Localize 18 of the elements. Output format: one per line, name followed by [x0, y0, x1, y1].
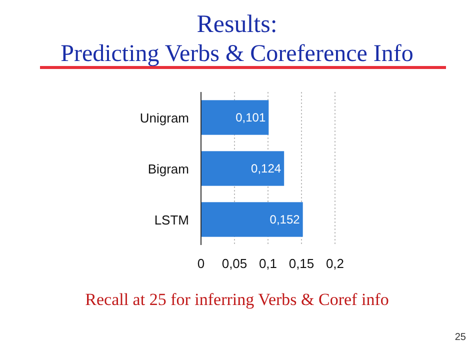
x-tick-label: 0,15: [288, 256, 314, 271]
text: Recall at 25 for inferring Verbs & Coref info: [85, 290, 389, 309]
x-tick-label: 0,05: [222, 256, 248, 271]
chart-title: Results:: [196, 11, 278, 38]
y-tick-label: LSTM: [154, 212, 189, 228]
data-label: 0,152: [270, 212, 300, 226]
x-tick-label: 0,1: [258, 256, 278, 271]
bar: [201, 100, 269, 135]
data-label: 0,101: [236, 110, 266, 124]
text: 25: [454, 332, 466, 343]
x-tick-label: 0: [197, 256, 205, 271]
chart-subtitle: Predicting Verbs & Coreference Info: [60, 41, 414, 67]
bar: [201, 202, 303, 237]
bar: [201, 151, 284, 186]
y-tick-label: Unigram: [140, 110, 189, 126]
y-tick-label: Bigram: [148, 162, 189, 176]
x-tick-label: 0,2: [326, 256, 344, 271]
data-label: 0,124: [251, 162, 282, 176]
